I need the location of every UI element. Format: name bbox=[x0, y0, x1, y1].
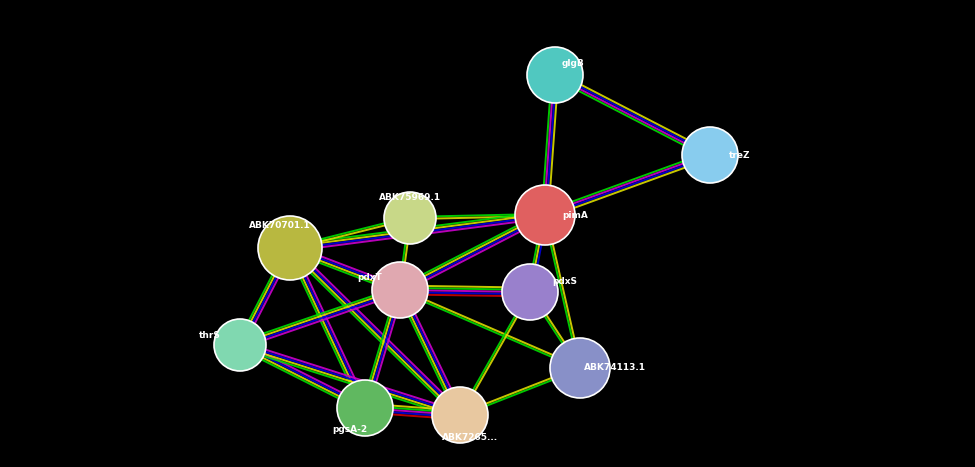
Text: ABK75969.1: ABK75969.1 bbox=[379, 193, 441, 203]
Text: thrS: thrS bbox=[199, 331, 221, 340]
Circle shape bbox=[550, 338, 610, 398]
Text: ABK70701.1: ABK70701.1 bbox=[250, 221, 311, 231]
Text: ABK7265...: ABK7265... bbox=[442, 432, 498, 441]
Circle shape bbox=[372, 262, 428, 318]
Text: pdxS: pdxS bbox=[553, 277, 577, 286]
Text: pimA: pimA bbox=[562, 211, 588, 219]
Circle shape bbox=[384, 192, 436, 244]
Circle shape bbox=[502, 264, 558, 320]
Circle shape bbox=[515, 185, 575, 245]
Circle shape bbox=[682, 127, 738, 183]
Circle shape bbox=[527, 47, 583, 103]
Text: glgB: glgB bbox=[562, 58, 584, 68]
Text: pgsA-2: pgsA-2 bbox=[332, 425, 368, 434]
Circle shape bbox=[258, 216, 322, 280]
Circle shape bbox=[337, 380, 393, 436]
Circle shape bbox=[432, 387, 488, 443]
Circle shape bbox=[214, 319, 266, 371]
Text: treZ: treZ bbox=[729, 150, 751, 160]
Text: ABK74113.1: ABK74113.1 bbox=[584, 363, 646, 373]
Text: pdxT: pdxT bbox=[358, 274, 382, 283]
